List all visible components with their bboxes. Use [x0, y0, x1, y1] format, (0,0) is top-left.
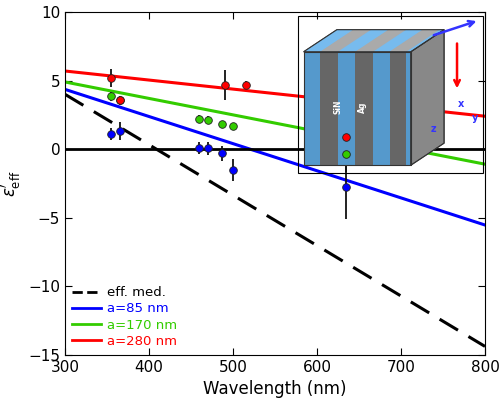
X-axis label: Wavelength (nm): Wavelength (nm)	[203, 380, 347, 398]
Y-axis label: $\varepsilon_{\rm eff}'$: $\varepsilon_{\rm eff}'$	[0, 170, 22, 197]
Legend: eff. med., a=85 nm, a=170 nm, a=280 nm: eff. med., a=85 nm, a=170 nm, a=280 nm	[72, 286, 178, 348]
